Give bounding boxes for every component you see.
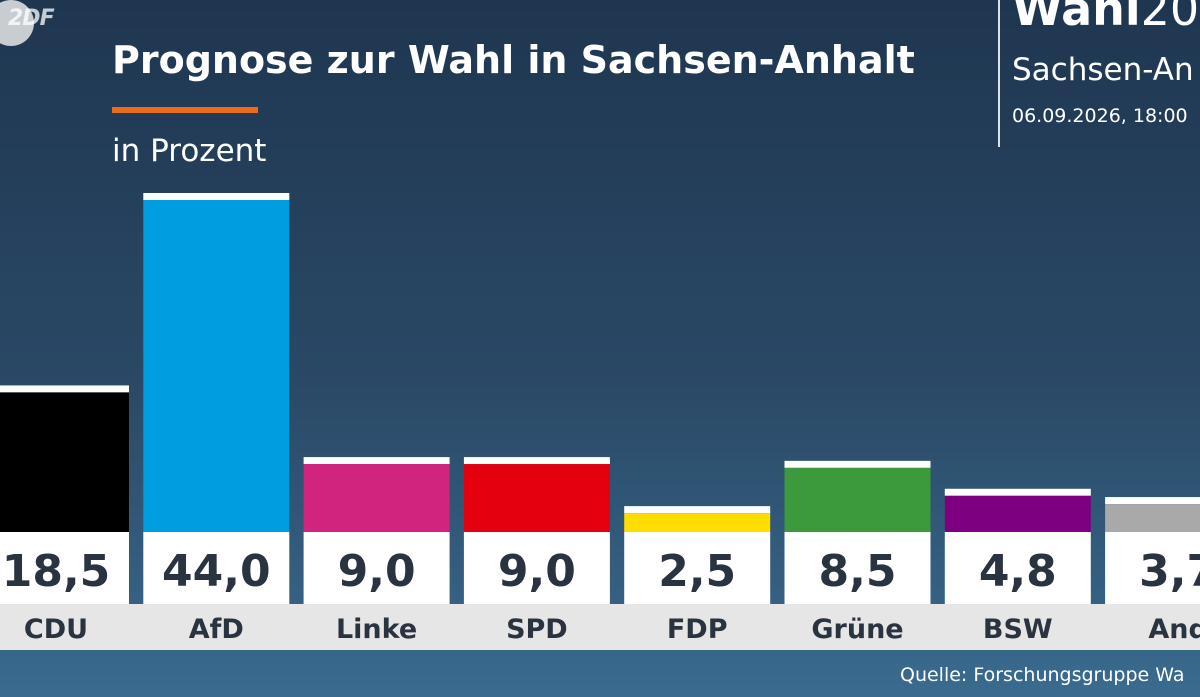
category-label: CDU <box>24 614 88 645</box>
category-label: SPD <box>506 614 568 645</box>
bar-cap <box>944 488 1091 496</box>
value-label-box <box>303 532 450 604</box>
bar-cap <box>624 506 771 514</box>
zdf-logo: 2DF <box>0 0 70 46</box>
value-label-box <box>463 532 610 604</box>
data-label: 9,0 <box>498 546 576 597</box>
election-brand: Wahl20 Sachsen-An 06.09.2026, 18:00 <box>998 0 1200 147</box>
bar-cap <box>784 460 931 468</box>
category-label: And <box>1148 614 1200 645</box>
brand-wahl-word: Wahl <box>1012 0 1141 36</box>
brand-datetime: 06.09.2026, 18:00 <box>1012 105 1188 127</box>
bar-cap <box>0 385 129 393</box>
bar <box>143 200 290 532</box>
value-label-box <box>624 532 771 604</box>
data-label: 18,5 <box>2 546 111 597</box>
category-band <box>0 604 1200 650</box>
bar <box>463 464 610 532</box>
value-label-box <box>0 532 129 604</box>
category-label: BSW <box>983 614 1053 645</box>
chart-subtitle: in Prozent <box>112 133 267 169</box>
value-label-box <box>784 532 931 604</box>
bar <box>784 467 931 532</box>
bar-cap <box>463 457 610 465</box>
bar-cap <box>143 193 290 200</box>
bar <box>624 513 771 532</box>
brand-year: 20 <box>1140 0 1200 36</box>
bar <box>303 464 450 532</box>
chart-title: Prognose zur Wahl in Sachsen-Anhalt <box>112 38 915 82</box>
data-label: 2,5 <box>658 546 736 597</box>
bar <box>0 392 129 532</box>
bar-cap <box>303 457 450 465</box>
data-label: 3,7 <box>1139 546 1200 597</box>
category-label: Linke <box>336 614 417 645</box>
category-label: AfD <box>189 614 244 645</box>
bar <box>944 495 1091 532</box>
source-note: Quelle: Forschungsgruppe Wa <box>900 664 1185 686</box>
brand-title: Wahl20 <box>1012 0 1199 32</box>
category-label: FDP <box>667 614 728 645</box>
brand-region: Sachsen-An <box>1012 52 1194 88</box>
data-label: 44,0 <box>162 546 271 597</box>
logo-text: 2DF <box>8 6 55 31</box>
title-accent-line <box>112 107 258 113</box>
data-label: 9,0 <box>338 546 416 597</box>
value-label-box <box>1105 532 1200 604</box>
data-label: 8,5 <box>819 546 897 597</box>
data-label: 4,8 <box>979 546 1057 597</box>
bar <box>1105 504 1200 532</box>
value-label-box <box>944 532 1091 604</box>
bar-cap <box>1105 497 1200 505</box>
category-label: Grüne <box>811 614 903 645</box>
value-label-box <box>143 532 290 604</box>
